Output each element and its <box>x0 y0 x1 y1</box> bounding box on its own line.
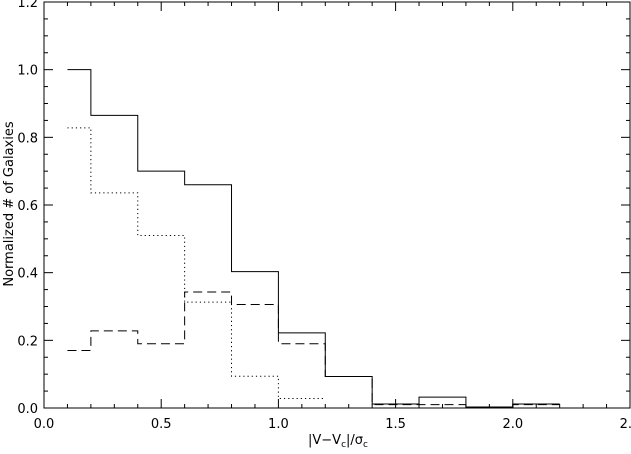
y-tick-label: 0.4 <box>17 267 38 282</box>
y-tick-label: 0.8 <box>17 131 38 146</box>
y-tick-label: 1.2 <box>17 0 38 11</box>
x-axis-label-subscript-2: c <box>363 440 368 450</box>
x-axis-label-middle: |/σ <box>346 433 363 448</box>
y-tick-label: 0.2 <box>17 334 38 349</box>
x-axis-label-main: |V−V <box>308 433 341 448</box>
series-dashed-histogram <box>67 291 560 408</box>
y-tick-label: 1.0 <box>17 64 38 79</box>
series-dotted-histogram <box>67 127 326 400</box>
x-tick-label: 2.0 <box>502 417 523 432</box>
x-axis-label-subscript-1: c <box>341 440 346 450</box>
x-tick-label: 0.0 <box>34 417 55 432</box>
series-layer <box>67 69 560 408</box>
x-tick-label: 1.0 <box>268 417 289 432</box>
label-layer: |V−Vc|/σc Normalized # of Galaxies <box>2 121 368 450</box>
y-tick-label: 0.6 <box>17 199 38 214</box>
x-axis-label: |V−Vc|/σc <box>308 433 368 450</box>
x-tick-label: 2.5 <box>620 417 631 432</box>
y-axis-label: Normalized # of Galaxies <box>2 121 17 286</box>
axes-layer: 0.0 0.5 1.0 1.5 2.0 2.5 0.0 0.2 0.4 0.6 0.8 1.0 1.2 <box>17 0 631 432</box>
x-tick-label: 1.5 <box>385 417 406 432</box>
series-solid-histogram <box>67 69 560 408</box>
y-tick-label: 0.0 <box>17 402 38 417</box>
x-tick-label: 0.5 <box>151 417 172 432</box>
